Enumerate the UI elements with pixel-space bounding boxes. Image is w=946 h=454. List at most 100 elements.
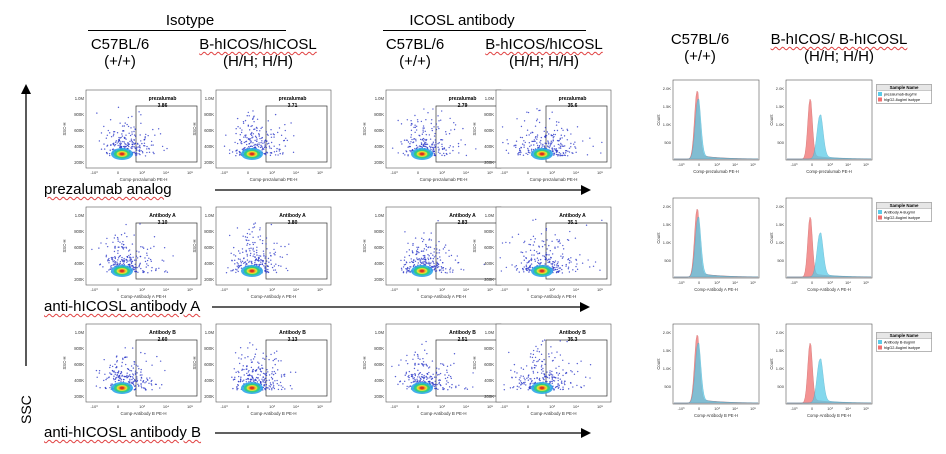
dot-plot-x-tick: 0 [117, 287, 120, 292]
dot-plot-y-tick: 200K [74, 277, 84, 282]
dot-plot-x-label: Comp-Antibody A PE-H [531, 294, 577, 299]
row1-label: prezalumab analog [44, 181, 172, 198]
dot-plot-x-tick: 10⁴ [293, 404, 299, 409]
histogram-y-tick: 1.5K [663, 104, 672, 109]
cell-population [391, 108, 477, 160]
dot-plot-y-tick: 1.0M [75, 213, 85, 218]
dot-plot-r3-c1: 1.0M 800K 600K 400K 200K SSC-H -10³ 0 10³ 10⁴ 10⁵ C… [62, 323, 202, 416]
dot-plot-frame [215, 89, 332, 169]
histogram-y-tick: 500 [664, 140, 671, 145]
dot-plot-x-tick: 10⁴ [293, 287, 299, 292]
dot-plot-x-tick: 10³ [269, 287, 275, 292]
row1-arrow [215, 185, 591, 195]
gate-percent: 3.80 [288, 220, 298, 226]
dot-plot-x-tick: 10⁵ [597, 404, 603, 409]
dot-plot-y-tick: 600K [374, 362, 384, 367]
gate-name: prezalumab [279, 96, 307, 102]
cell-population [400, 220, 485, 277]
gate-percent: 2.83 [458, 220, 468, 226]
legend-swatch [878, 92, 882, 96]
row2-arrow [212, 302, 590, 312]
col1-genotype: (+/+) [104, 53, 136, 70]
histogram-frame [785, 323, 873, 405]
gate-percent: 2.51 [458, 337, 468, 343]
dot-plot-y-tick: 400K [484, 144, 494, 149]
gate-name: Antibody B [449, 330, 476, 336]
dot-plot-y-tick: 1.0M [485, 213, 495, 218]
hist-col1-genotype: (+/+) [684, 48, 716, 65]
dot-plot-y-tick: 200K [484, 394, 494, 399]
dot-plot-x-label: Comp-Antibody B PE-H [120, 411, 166, 416]
isotype-divider [88, 30, 286, 31]
histogram-x-tick: 0 [698, 281, 700, 285]
dot-plot-x-tick: 0 [247, 404, 250, 409]
histogram-x-tick: -10³ [678, 281, 685, 285]
dot-plot-y-tick: 400K [374, 378, 384, 383]
histogram-y-tick: 1.5K [776, 348, 785, 353]
row2-label: anti-hICOSL antibody A [44, 298, 201, 315]
dot-plot-y-tick: 800K [484, 229, 494, 234]
legend-title: Sample Name [890, 85, 919, 90]
gate-name: Antibody A [149, 213, 176, 219]
dot-plot-x-label: Comp-Antibody A PE-H [251, 294, 297, 299]
dot-plot-y-tick: 1.0M [75, 96, 85, 101]
dot-plot-x-tick: -10³ [390, 287, 398, 292]
col4-header: B-hICOS/hICOSL (H/H; H/H) [474, 36, 614, 70]
gate-name: Antibody A [449, 213, 476, 219]
dot-plot-x-label: Comp-prezalumab PE-H [120, 177, 168, 182]
dot-plot-y-tick: 800K [374, 112, 384, 117]
legend-swatch [878, 97, 882, 102]
dot-plot-x-tick: 0 [247, 287, 250, 292]
col3-header: C57BL/6 (+/+) [370, 36, 460, 70]
legend-swatch [878, 215, 882, 220]
histogram-x-label: Comp-Antibody A PE-H [807, 287, 851, 292]
histogram-x-tick: 10³ [827, 407, 833, 411]
dot-plot-frame [495, 206, 612, 286]
dot-plot-x-label: Comp-Antibody A PE-H [121, 294, 167, 299]
histogram-y-tick: 1.0K [776, 240, 785, 245]
histogram-y-label: Count [656, 232, 661, 244]
histogram-y-tick: 1.5K [776, 222, 785, 227]
dot-plot-r1-c1: 1.0M 800K 600K 400K 200K SSC-H -10³ 0 10³ 10⁴ 10⁵ C… [62, 89, 202, 182]
dot-plot-frame [85, 206, 202, 286]
histogram-x-tick: 10⁴ [732, 407, 738, 411]
dot-plot-y-tick: 600K [204, 362, 214, 367]
histogram-x-tick: 10³ [714, 281, 720, 285]
dot-plot-y-tick: 1.0M [375, 96, 385, 101]
dot-plot-x-tick: 0 [527, 404, 530, 409]
dot-plot-y-label: SSC-H [62, 122, 67, 135]
dot-plot-y-tick: 1.0M [205, 330, 215, 335]
dot-plot-x-tick: 10⁵ [187, 404, 193, 409]
dot-plot-x-tick: 10³ [439, 404, 445, 409]
histogram-y-tick: 2.0K [663, 86, 672, 91]
dot-plot-x-label: Comp-prezalumab PE-H [530, 177, 578, 182]
gate-name: prezalumab [559, 96, 587, 102]
cell-population [231, 342, 297, 394]
histogram-x-tick: -10³ [678, 407, 685, 411]
gate-percent: 35.3 [568, 337, 578, 343]
histogram-y-label: Count [769, 232, 774, 244]
dot-plot-x-tick: 10³ [439, 287, 445, 292]
dot-plot-x-tick: 0 [417, 404, 420, 409]
gate-rectangle [265, 105, 328, 163]
antibody-histogram [787, 358, 872, 404]
dot-plot-x-tick: 0 [247, 170, 250, 175]
histogram-frame [672, 79, 760, 161]
dot-plot-y-label: SSC-H [472, 356, 477, 369]
row3-label: anti-hICOSL antibody B [44, 424, 202, 441]
histogram-r3-c1: 2.0K 1.5K 1.0K 500 Count -10³ 0 10³ 10⁴ 10⁵ Comp-A… [656, 323, 760, 418]
col1-header: C57BL/6 (+/+) [75, 36, 165, 70]
dot-plot-y-tick: 1.0M [485, 330, 495, 335]
dot-plot-y-tick: 400K [74, 378, 84, 383]
dot-plot-x-tick: -10³ [220, 170, 228, 175]
dot-plot-x-tick: 10³ [269, 404, 275, 409]
dot-plot-y-label: SSC-H [362, 239, 367, 252]
histogram-r1-c2: 2.0K 1.5K 1.0K 500 Count -10³ 0 10³ 10⁴ 10⁵ Comp-p… [769, 79, 873, 174]
dot-plot-x-tick: -10³ [500, 170, 508, 175]
histogram-r2-c1: 2.0K 1.5K 1.0K 500 Count -10³ 0 10³ 10⁴ 10⁵ Comp-A… [656, 197, 760, 292]
dot-plot-y-tick: 600K [484, 128, 494, 133]
dot-plot-y-tick: 800K [204, 229, 214, 234]
gate-rectangle [265, 339, 328, 397]
histogram-x-tick: 10⁵ [750, 281, 756, 285]
dot-plot-y-tick: 600K [204, 128, 214, 133]
